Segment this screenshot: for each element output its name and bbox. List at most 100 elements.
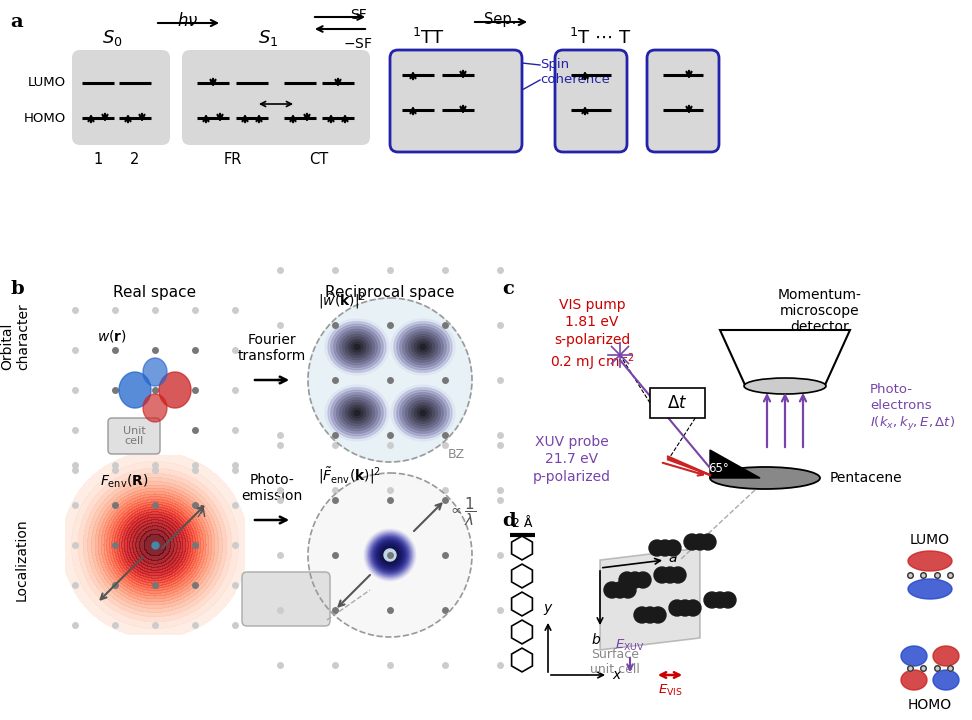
Text: Sep.: Sep.: [484, 12, 516, 27]
Polygon shape: [397, 390, 449, 436]
Text: $x$: $x$: [612, 668, 623, 682]
Polygon shape: [333, 327, 380, 367]
Ellipse shape: [710, 467, 820, 489]
Ellipse shape: [744, 378, 826, 394]
Polygon shape: [402, 329, 443, 365]
Polygon shape: [339, 332, 374, 362]
Text: VIS pump
1.81 eV
s-polarized
0.2 mJ cm$^{-2}$: VIS pump 1.81 eV s-polarized 0.2 mJ cm$^…: [550, 298, 634, 373]
Circle shape: [692, 534, 708, 550]
Polygon shape: [901, 646, 927, 666]
Polygon shape: [351, 342, 363, 352]
Circle shape: [700, 534, 716, 550]
Polygon shape: [394, 322, 452, 372]
Circle shape: [665, 540, 681, 556]
Polygon shape: [411, 402, 434, 423]
Polygon shape: [328, 322, 386, 372]
Circle shape: [308, 473, 472, 637]
Circle shape: [650, 607, 666, 623]
Polygon shape: [354, 410, 360, 415]
Circle shape: [635, 572, 651, 588]
Polygon shape: [345, 402, 368, 423]
Text: Localization: Localization: [15, 518, 29, 601]
Text: Unit
cell: Unit cell: [122, 426, 146, 446]
Text: Real space: Real space: [114, 285, 196, 300]
Polygon shape: [379, 544, 400, 566]
Circle shape: [612, 582, 628, 598]
Circle shape: [684, 534, 700, 550]
Polygon shape: [372, 537, 408, 573]
Text: $\Delta t$: $\Delta t$: [667, 394, 687, 412]
Circle shape: [669, 600, 685, 616]
Polygon shape: [405, 332, 440, 362]
Polygon shape: [408, 334, 437, 360]
Polygon shape: [511, 536, 533, 560]
Polygon shape: [414, 339, 432, 355]
Circle shape: [712, 592, 728, 608]
Text: $F_{\rm env}(\mathbf{R})$: $F_{\rm env}(\mathbf{R})$: [100, 473, 149, 490]
Text: $^1$T $\cdots$ T: $^1$T $\cdots$ T: [569, 28, 631, 48]
Polygon shape: [368, 533, 412, 577]
Polygon shape: [402, 395, 443, 431]
Polygon shape: [345, 337, 368, 357]
Circle shape: [620, 582, 636, 598]
Circle shape: [619, 572, 635, 588]
Text: Photo-
emission: Photo- emission: [241, 473, 302, 503]
Text: $-$SF: $-$SF: [343, 37, 373, 51]
Text: SF: SF: [350, 8, 366, 22]
Polygon shape: [384, 549, 396, 561]
Polygon shape: [348, 405, 365, 420]
Polygon shape: [511, 620, 533, 644]
Polygon shape: [330, 324, 383, 370]
Polygon shape: [908, 551, 952, 571]
Polygon shape: [376, 541, 403, 569]
Polygon shape: [399, 327, 446, 367]
Text: b: b: [10, 280, 23, 298]
Polygon shape: [339, 397, 374, 428]
Polygon shape: [405, 397, 440, 428]
Text: $\propto\dfrac{1}{\lambda}$: $\propto\dfrac{1}{\lambda}$: [448, 495, 476, 528]
Text: LUMO: LUMO: [28, 76, 66, 89]
Polygon shape: [720, 330, 850, 385]
Text: $E_{\rm XUV}$: $E_{\rm XUV}$: [615, 638, 644, 653]
Text: Pentacene: Pentacene: [830, 471, 903, 485]
Text: Reciprocal space: Reciprocal space: [326, 285, 455, 300]
Polygon shape: [511, 592, 533, 616]
Polygon shape: [933, 670, 959, 690]
Polygon shape: [143, 358, 167, 386]
Polygon shape: [710, 450, 760, 478]
Polygon shape: [119, 372, 151, 408]
Circle shape: [604, 582, 620, 598]
Text: $|\tilde{F}_{\rm env}(\mathbf{k})|^2$: $|\tilde{F}_{\rm env}(\mathbf{k})|^2$: [318, 465, 381, 485]
Text: 2 Å: 2 Å: [511, 517, 533, 530]
Polygon shape: [373, 539, 406, 572]
Text: 1: 1: [93, 152, 103, 167]
Circle shape: [654, 567, 670, 583]
Polygon shape: [385, 549, 396, 560]
Polygon shape: [933, 646, 959, 666]
Polygon shape: [511, 648, 533, 672]
Text: BZ: BZ: [448, 448, 466, 461]
Polygon shape: [366, 532, 413, 578]
Circle shape: [634, 607, 650, 623]
Polygon shape: [414, 405, 432, 420]
Polygon shape: [386, 551, 394, 559]
Text: $\lambda$: $\lambda$: [197, 504, 207, 520]
Polygon shape: [364, 529, 416, 581]
Text: $E_{\rm VIS}$: $E_{\rm VIS}$: [658, 683, 682, 698]
Text: $b$: $b$: [591, 632, 601, 647]
Text: a: a: [10, 13, 22, 31]
FancyBboxPatch shape: [647, 50, 719, 152]
FancyBboxPatch shape: [555, 50, 627, 152]
Polygon shape: [351, 408, 363, 418]
Circle shape: [657, 540, 673, 556]
Polygon shape: [511, 564, 533, 588]
Text: c: c: [502, 280, 514, 298]
Polygon shape: [159, 372, 191, 408]
Text: Photo-
electrons
$I(k_x, k_y, E, \Delta t)$: Photo- electrons $I(k_x, k_y, E, \Delta …: [870, 383, 955, 433]
Text: XUV probe
21.7 eV
p-polarized: XUV probe 21.7 eV p-polarized: [533, 435, 611, 484]
Polygon shape: [600, 548, 700, 650]
Polygon shape: [391, 319, 455, 375]
Text: $h\nu$: $h\nu$: [177, 12, 198, 30]
FancyBboxPatch shape: [650, 388, 705, 418]
Polygon shape: [336, 329, 377, 365]
